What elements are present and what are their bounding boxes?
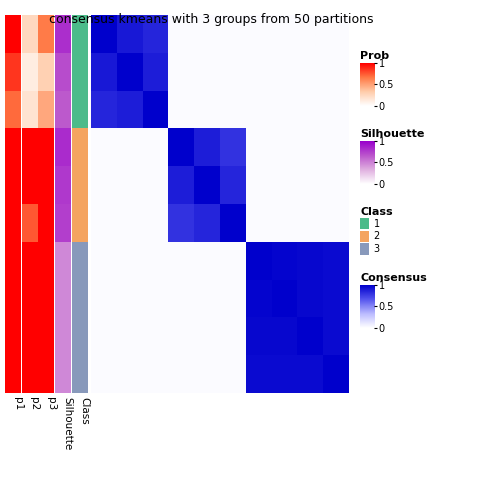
Text: 1: 1 <box>373 219 380 229</box>
Text: Class: Class <box>360 207 393 217</box>
Text: p2: p2 <box>29 397 39 410</box>
Text: consensus kmeans with 3 groups from 50 partitions: consensus kmeans with 3 groups from 50 p… <box>49 13 374 26</box>
Text: p1: p1 <box>13 397 23 410</box>
Text: Silhouette: Silhouette <box>62 397 73 451</box>
Text: Prob: Prob <box>360 51 390 61</box>
Text: Consensus: Consensus <box>360 273 427 283</box>
Text: p3: p3 <box>46 397 56 410</box>
Text: Class: Class <box>79 397 89 425</box>
Text: 2: 2 <box>373 231 380 241</box>
Text: Silhouette: Silhouette <box>360 129 425 139</box>
Text: 3: 3 <box>373 244 380 254</box>
